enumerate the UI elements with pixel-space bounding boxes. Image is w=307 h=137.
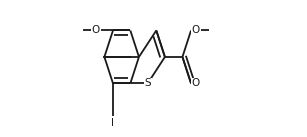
Text: I: I — [111, 118, 115, 128]
Text: O: O — [192, 25, 200, 35]
Text: S: S — [144, 78, 151, 88]
Text: O: O — [192, 78, 200, 88]
Text: O: O — [92, 25, 100, 35]
